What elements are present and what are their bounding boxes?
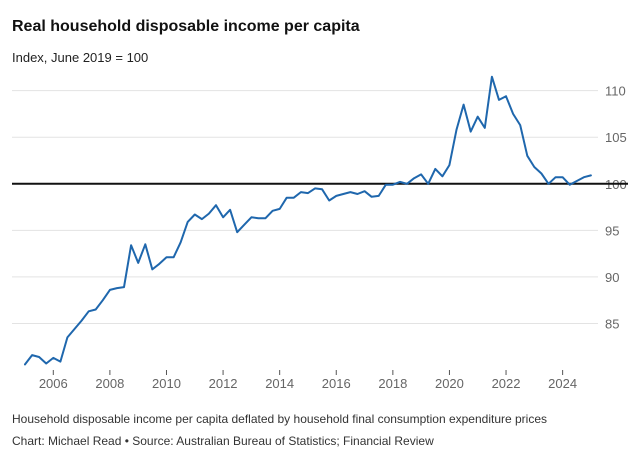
y-tick-label: 95 — [605, 223, 619, 238]
gridlines — [12, 90, 598, 324]
x-tick-label: 2020 — [435, 376, 464, 391]
source-credit: Chart: Michael Read • Source: Australian… — [12, 434, 434, 448]
y-tick-label: 85 — [605, 316, 619, 331]
x-axis: 2006 2008 2010 2012 2014 2016 2018 2020 2022 2024 — [39, 370, 577, 391]
footnote: Household disposable income per capita d… — [12, 412, 548, 426]
x-tick-label: 2006 — [39, 376, 68, 391]
series-line — [24, 75, 592, 366]
x-tick-label: 2022 — [492, 376, 521, 391]
x-tick-label: 2018 — [378, 376, 407, 391]
x-tick-label: 2010 — [152, 376, 181, 391]
chart-title: Real household disposable income per cap… — [12, 18, 360, 35]
x-tick-label: 2014 — [265, 376, 294, 391]
y-tick-label: 105 — [605, 130, 627, 145]
x-tick-label: 2012 — [209, 376, 238, 391]
y-tick-label: 110 — [605, 84, 626, 99]
x-tick-label: 2008 — [95, 376, 124, 391]
x-tick-label: 2024 — [548, 376, 577, 391]
x-tick-label: 2016 — [322, 376, 351, 391]
y-tick-label: 90 — [605, 270, 619, 285]
chart-subtitle: Index, June 2019 = 100 — [12, 50, 149, 65]
